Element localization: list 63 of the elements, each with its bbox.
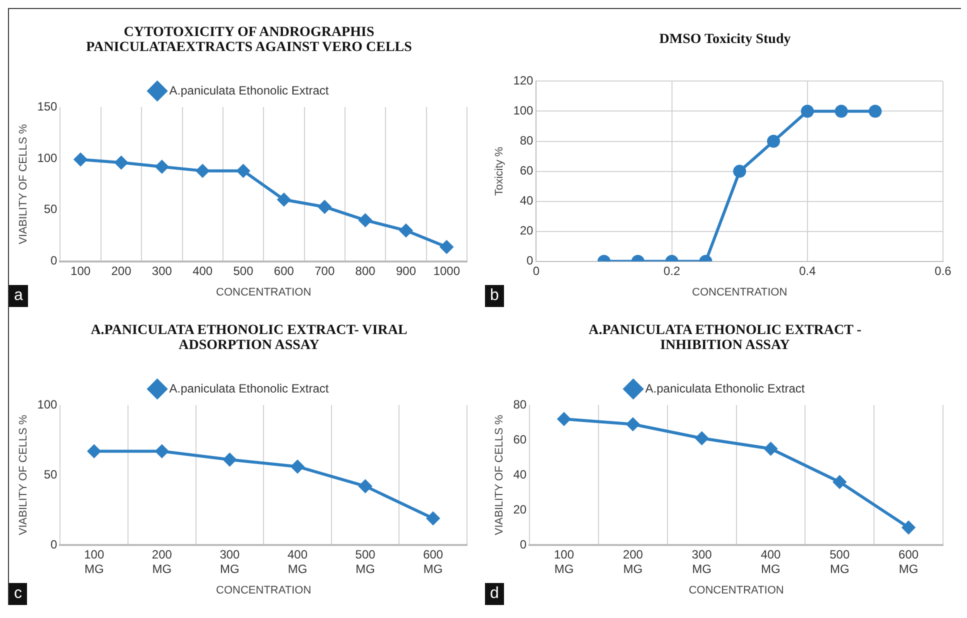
y-tick-label: 100 [37,397,58,412]
x-axis-title: CONCENTRATION [216,286,312,298]
x-tick-label: 200 MG [152,548,172,576]
x-tick-label: 600 [274,264,294,278]
x-tick-label: 200 MG [622,548,644,576]
y-tick-label: 100 [37,150,58,165]
chart-title: DMSO Toxicity Study [658,32,792,48]
x-tick-label: 300 MG [220,548,240,576]
y-axis-title: VIABILITY OF CELLS % [18,414,30,536]
x-tick-label: 500 MG [830,548,850,576]
text: b [485,285,504,307]
x-tick-label: 700 [314,264,335,278]
text: c [9,583,27,605]
y-tick-label: 80 [520,134,534,148]
x-tick-label: 500 [233,264,254,278]
x-tick-label: 100 [70,264,91,278]
legend-label: A.paniculata Ethonolic Extract [169,83,330,98]
y-axis-title: VIABILITY OF CELLS % [18,124,30,244]
y-tick-label: 50 [44,202,58,216]
x-tick-label: 1000 [433,264,460,278]
y-tick-label: 100 [513,104,534,118]
x-tick-label: 100 MG [84,548,104,576]
y-axis-title: VIABILITY OF CELLS % [494,414,506,536]
text: d [485,583,504,605]
legend-label: A.paniculata Ethonolic Extract [645,381,806,396]
x-tick-label: 0.6 [934,264,952,278]
y-tick-label: 60 [513,432,527,446]
x-axis-title: CONCENTRATION [692,286,788,298]
text: a [9,285,28,307]
x-axis-title: CONCENTRATION [216,584,312,596]
x-tick-label: 0.2 [663,264,680,278]
x-tick-label: 600 MG [423,548,444,576]
x-tick-label: 0.4 [799,264,816,278]
x-tick-label: 400 MG [760,548,782,576]
x-tick-label: 300 [152,264,172,278]
y-tick-label: 40 [520,194,534,208]
y-tick-label: 150 [37,99,58,114]
y-axis-title: Toxicity % [494,146,506,196]
chart-title: CYTOTOXICITY OF ANDROGRAPHIS PANICULATAEXTRACTS AGAINST VERO CELLS [85,24,413,56]
y-tick-label: 0 [50,254,58,268]
y-tick-label: 60 [520,164,534,178]
chart-title: A.PANICULATA ETHONOLIC EXTRACT - INHIBITION ASSAY [588,322,862,354]
y-tick-label: 20 [513,502,527,516]
x-tick-label: 200 [111,264,132,278]
legend-label: A.paniculata Ethonolic Extract [169,381,330,396]
x-tick-label: 600 MG [898,548,919,576]
x-tick-label: 500 MG [355,548,376,576]
y-tick-label: 0 [526,254,534,268]
x-tick-label: 400 [192,264,213,278]
y-tick-label: 40 [513,467,527,482]
y-tick-label: 80 [513,397,527,412]
y-tick-label: 0 [50,537,58,552]
y-tick-label: 120 [513,74,534,88]
x-tick-label: 900 [396,264,416,278]
x-tick-label: 400 MG [287,548,308,576]
x-tick-label: 300 MG [692,548,712,576]
chart-title: A.PANICULATA ETHONOLIC EXTRACT- VIRAL ADSORPTION ASSAY [90,322,408,354]
y-tick-label: 20 [520,224,534,238]
y-tick-label: 0 [520,537,527,552]
x-axis-title: CONCENTRATION [688,584,784,596]
x-tick-label: 800 [355,264,376,278]
x-tick-label: 100 MG [554,548,574,576]
y-tick-label: 50 [44,467,58,482]
